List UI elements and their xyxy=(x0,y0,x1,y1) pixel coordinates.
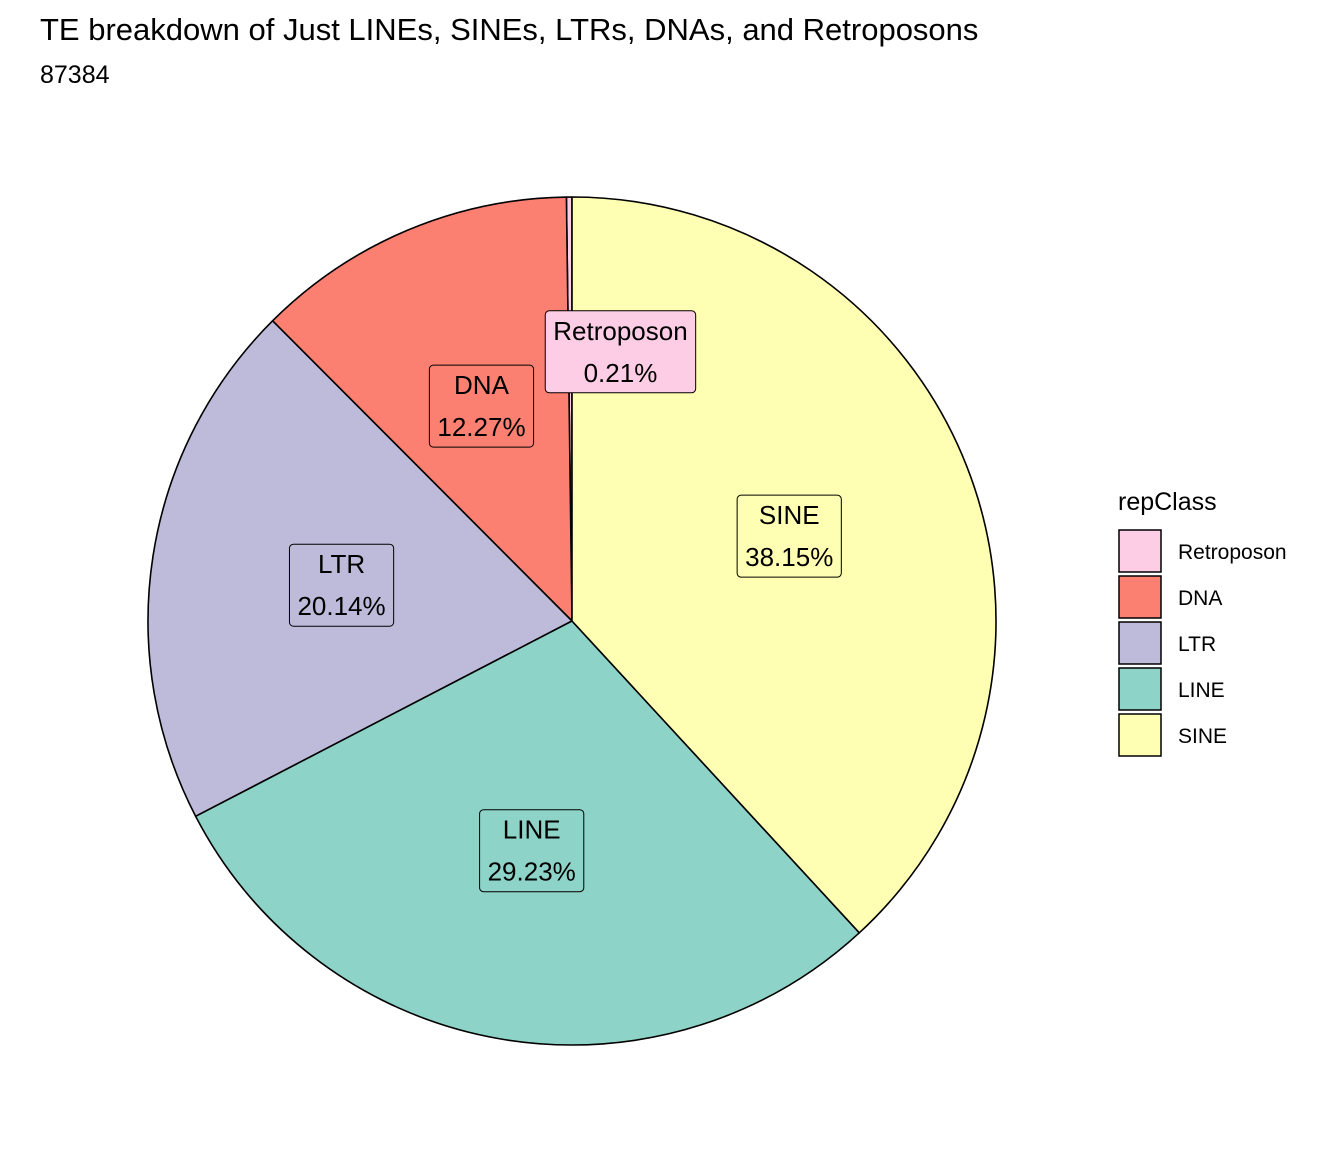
legend-key-dna xyxy=(1118,575,1162,619)
legend-key-ltr xyxy=(1118,621,1162,665)
slice-label-box-ltr xyxy=(288,543,395,627)
slice-label-name: SINE xyxy=(759,500,820,530)
legend-title: repClass xyxy=(1118,488,1217,516)
slice-label-name: DNA xyxy=(454,370,510,400)
legend-key-retroposon xyxy=(1118,529,1162,573)
slice-label-percent: 12.27% xyxy=(437,412,525,442)
legend-key-line xyxy=(1118,667,1162,711)
slice-label-ltr: LTR 20.14% xyxy=(288,543,395,627)
slice-label-box-retroposon xyxy=(544,310,697,394)
slice-label-box-sine xyxy=(736,494,842,578)
slice-label-percent: 29.23% xyxy=(488,857,576,887)
legend-label-dna: DNA xyxy=(1178,587,1222,610)
legend-label-retroposon: Retroposon xyxy=(1178,541,1287,564)
slice-label-name: Retroposon xyxy=(553,316,687,346)
legend-key-sine xyxy=(1118,713,1162,757)
slice-label-percent: 0.21% xyxy=(584,358,658,388)
slice-label-name: LINE xyxy=(503,815,561,845)
slice-label-dna: DNA 12.27% xyxy=(428,364,535,448)
legend-label-ltr: LTR xyxy=(1178,633,1216,656)
slice-label-percent: 38.15% xyxy=(745,542,833,572)
legend-label-line: LINE xyxy=(1178,679,1225,702)
legend: repClass Retroposon DNA LTR LINE SINE xyxy=(1118,488,1287,757)
chart-subtitle: 87384 xyxy=(40,61,110,89)
slice-label-line: LINE 29.23% xyxy=(479,809,585,893)
slice-label-percent: 20.14% xyxy=(297,591,385,621)
slice-label-sine: SINE 38.15% xyxy=(736,494,842,578)
chart-title: TE breakdown of Just LINEs, SINEs, LTRs,… xyxy=(40,12,979,47)
slice-label-retroposon: Retroposon 0.21% xyxy=(544,310,697,394)
slice-label-name: LTR xyxy=(318,549,365,579)
legend-label-sine: SINE xyxy=(1178,725,1227,748)
slice-label-box-dna xyxy=(428,364,535,448)
pie-slice-labels: Retroposon 0.21% DNA 12.27% LTR 20.14% LINE 29.… xyxy=(288,310,842,893)
slice-label-box-line xyxy=(479,809,585,893)
pie-slice-dna xyxy=(271,196,573,622)
